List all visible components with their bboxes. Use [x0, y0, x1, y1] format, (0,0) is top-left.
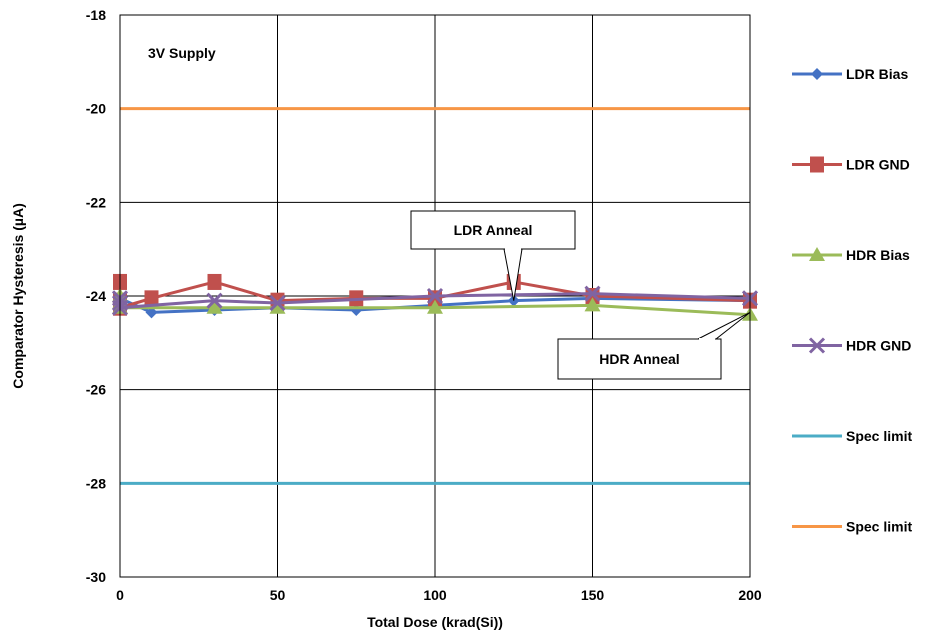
data-point [584, 297, 601, 312]
data-point [426, 287, 444, 305]
data-point [206, 292, 223, 309]
legend-label: Spec limit [846, 428, 912, 444]
legend-item-hdr-bias-2: HDR Bias [792, 247, 910, 263]
data-point [269, 299, 286, 314]
legend-item-spec-limit-5: Spec limit [792, 519, 912, 535]
supply-label: 3V Supply [148, 45, 216, 61]
y-tick-label: -24 [86, 288, 106, 304]
x-tick-label: 100 [423, 587, 447, 603]
y-tick-label: -28 [86, 475, 106, 491]
callout-hdr-anneal: HDR Anneal [557, 311, 751, 380]
x-tick-labels: 0 50 100 150 200 [116, 587, 762, 603]
callout-box [557, 338, 722, 380]
callout-ldr-anneal: LDR Anneal [410, 210, 576, 301]
y-tick-label: -26 [86, 382, 106, 398]
legend-label: HDR Bias [846, 247, 910, 263]
callout-pointer [697, 311, 751, 340]
legend-item-spec-limit-4: Spec limit [792, 428, 912, 444]
legend-marker [808, 337, 826, 354]
plot-frame [119, 14, 751, 578]
legend: LDR Bias LDR GND HDR Bias HDR GND Spec limit… [792, 66, 912, 535]
y-tick-labels: -30 -28 -26 -24 -22 -20 -18 [86, 7, 106, 585]
legend-label: Spec limit [846, 519, 912, 535]
x-tick-label: 200 [738, 587, 762, 603]
x-tick-label: 150 [581, 587, 605, 603]
data-point [427, 299, 443, 314]
legend-item-hdr-gnd-3: HDR GND [792, 337, 911, 354]
annotations: 3V Supply LDR Anneal HDR Anneal [148, 45, 751, 380]
y-tick-label: -18 [86, 7, 106, 23]
y-axis-label: Comparator Hysteresis (µA) [10, 203, 26, 388]
x-tick-label: 0 [116, 587, 124, 603]
legend-label: LDR GND [846, 157, 910, 173]
callout-text: LDR Anneal [454, 222, 533, 238]
legend-marker [810, 156, 824, 173]
callout-box [410, 210, 576, 250]
legend-marker [811, 68, 823, 80]
legend-item-ldr-gnd-1: LDR GND [792, 156, 910, 173]
y-tick-label: -30 [86, 569, 106, 585]
legend-item-ldr-bias-0: LDR Bias [792, 66, 908, 82]
data-point [206, 299, 223, 314]
y-tick-label: -22 [86, 194, 106, 210]
legend-marker [809, 247, 825, 261]
data-point [145, 306, 158, 319]
data-point [584, 285, 601, 302]
data-point [144, 290, 159, 307]
x-tick-label: 50 [270, 587, 286, 603]
callout-text: HDR Anneal [599, 351, 679, 367]
y-tick-label: -20 [86, 101, 106, 117]
legend-label: LDR Bias [846, 66, 908, 82]
data-point [269, 294, 286, 312]
x-axis-label: Total Dose (krad(Si)) [367, 614, 503, 630]
data-point [207, 273, 222, 290]
legend-label: HDR GND [846, 338, 911, 354]
